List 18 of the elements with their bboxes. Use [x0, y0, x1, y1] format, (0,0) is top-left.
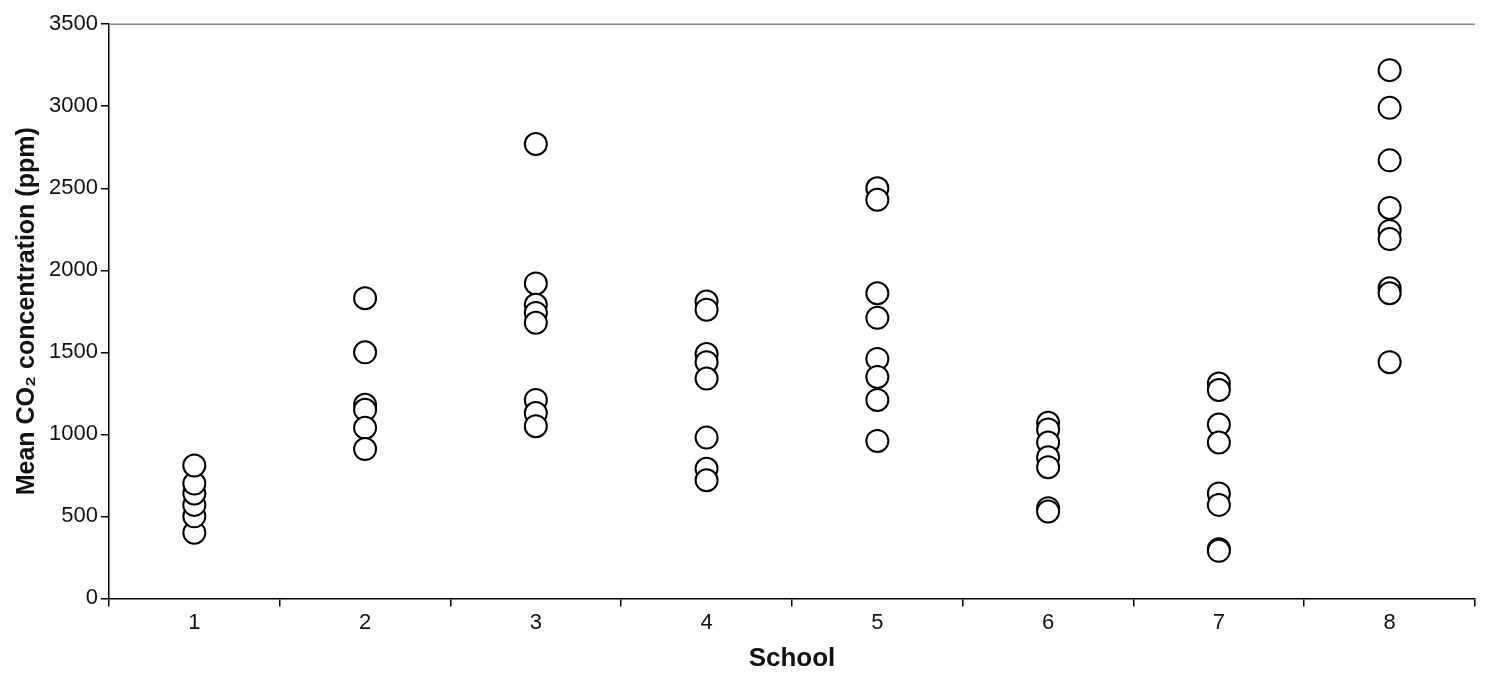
x-tick-label: 6 — [1041, 608, 1055, 634]
y-tick-label: 2500 — [48, 174, 98, 200]
x-tick-label: 1 — [188, 608, 201, 634]
x-tick-label: 8 — [1383, 608, 1396, 634]
x-tick-label: 5 — [871, 608, 884, 634]
y-tick-label: 0 — [85, 584, 98, 610]
y-axis-title: Mean CO₂ concentration (ppm) — [10, 127, 39, 496]
x-tick-label: 7 — [1212, 608, 1225, 634]
y-tick-label: 3000 — [48, 92, 98, 118]
x-tick-label: 3 — [529, 608, 542, 634]
y-tick-label: 500 — [61, 502, 98, 528]
y-tick-label: 3500 — [48, 10, 98, 36]
x-tick-label: 2 — [358, 608, 372, 634]
y-tick-label: 1500 — [48, 338, 98, 364]
x-axis-title: School — [748, 641, 836, 672]
y-tick-label: 1000 — [48, 420, 98, 446]
x-tick-label: 4 — [700, 608, 713, 634]
y-tick-label: 2000 — [48, 256, 98, 282]
